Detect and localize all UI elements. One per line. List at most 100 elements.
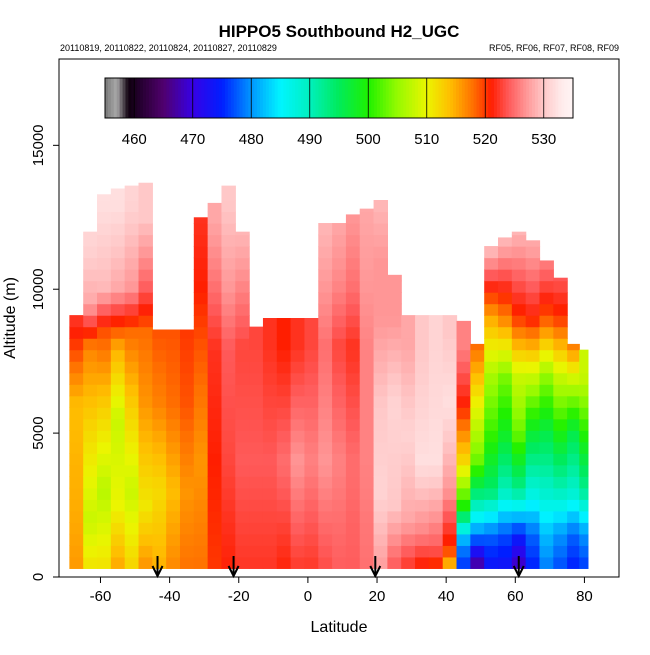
- flight-arrow: [227, 556, 240, 579]
- heatmap-cell: [415, 384, 430, 397]
- heatmap-cell: [138, 384, 153, 397]
- heatmap-cell: [332, 533, 347, 546]
- heatmap-cell: [304, 395, 319, 408]
- heatmap-cell: [442, 372, 458, 385]
- heatmap-cell: [166, 372, 181, 385]
- heatmap-cell: [124, 361, 140, 374]
- heatmap-cell: [567, 407, 580, 420]
- heatmap-cell: [166, 329, 181, 339]
- heatmap-cell: [207, 211, 223, 224]
- heatmap-cell: [249, 487, 264, 500]
- heatmap-cell: [97, 522, 112, 535]
- heatmap-cell: [401, 453, 416, 466]
- heatmap-cell: [484, 246, 499, 259]
- colorbar-segment: [526, 78, 530, 118]
- heatmap-cell: [249, 418, 264, 431]
- heatmap-cell: [428, 315, 444, 328]
- heatmap-cell: [110, 211, 126, 224]
- colorbar-segment: [353, 78, 357, 118]
- heatmap-cell: [152, 545, 167, 558]
- heatmap-cell: [345, 338, 361, 351]
- colorbar-segment: [540, 78, 545, 118]
- heatmap-cell: [235, 430, 250, 443]
- heatmap-cell: [124, 464, 140, 477]
- heatmap-cell: [179, 476, 195, 489]
- heatmap-cell: [332, 338, 347, 351]
- heatmap-cell: [276, 545, 292, 558]
- heatmap-cell: [498, 418, 513, 431]
- heatmap-cell: [415, 430, 430, 443]
- heatmap-cell: [415, 338, 430, 351]
- heatmap-cell: [318, 430, 333, 443]
- heatmap-cell: [345, 372, 361, 385]
- heatmap-cell: [332, 476, 347, 489]
- heatmap-cell: [221, 188, 236, 201]
- heatmap-cell: [318, 269, 333, 282]
- heatmap-cell: [428, 441, 444, 454]
- heatmap-cell: [511, 476, 527, 489]
- heatmap-cell: [470, 372, 485, 385]
- colorbar-segment: [283, 78, 287, 118]
- heatmap-cell: [511, 372, 527, 385]
- heatmap-cell: [539, 430, 554, 443]
- heatmap-cell: [373, 223, 388, 236]
- heatmap-cell: [553, 533, 568, 546]
- heatmap-cell: [249, 522, 264, 535]
- heatmap-cell: [221, 395, 236, 408]
- heatmap-cell: [249, 499, 264, 512]
- heatmap-cell: [498, 430, 513, 443]
- heatmap-cell: [442, 430, 458, 443]
- heatmap-cell: [373, 257, 388, 270]
- heatmap-cell: [138, 533, 153, 546]
- heatmap-cell: [138, 476, 153, 489]
- heatmap-cell: [221, 453, 236, 466]
- heatmap-cell: [235, 234, 250, 247]
- heatmap-cell: [401, 464, 416, 477]
- colorbar-segment: [116, 78, 121, 118]
- heatmap-cell: [304, 499, 319, 512]
- heatmap-cell: [415, 499, 430, 512]
- heatmap-cell: [97, 476, 112, 489]
- heatmap-cell: [166, 476, 181, 489]
- colorbar-segment: [371, 78, 375, 118]
- heatmap-cell: [415, 533, 430, 546]
- heatmap-cell: [456, 545, 471, 558]
- colorbar-segment: [537, 78, 542, 118]
- colorbar-segment: [438, 78, 442, 118]
- heatmap-cell: [456, 326, 471, 339]
- heatmap-cell: [138, 453, 153, 466]
- chart-subtitle-flights: RF05, RF06, RF07, RF08, RF09: [489, 43, 619, 53]
- heatmap-cell: [207, 269, 223, 282]
- heatmap-cell: [166, 430, 181, 443]
- heatmap-cell: [138, 361, 153, 374]
- heatmap-cell: [511, 395, 527, 408]
- colorbar-segment: [412, 78, 416, 118]
- heatmap-cell: [276, 349, 292, 362]
- heatmap-cell: [484, 453, 499, 466]
- heatmap-cell: [415, 407, 430, 420]
- heatmap-cell: [415, 441, 430, 454]
- heatmap-cell: [428, 499, 444, 512]
- heatmap-cell: [179, 349, 195, 362]
- colorbar-segment: [456, 78, 460, 118]
- heatmap-cell: [579, 441, 589, 454]
- heatmap-cell: [138, 407, 153, 420]
- heatmap-cell: [83, 430, 98, 443]
- heatmap-cell: [567, 372, 580, 385]
- heatmap-cell: [332, 349, 347, 362]
- heatmap-cell: [318, 476, 333, 489]
- colorbar-segment: [470, 78, 474, 118]
- heatmap-cell: [179, 395, 195, 408]
- heatmap-cell: [207, 338, 223, 351]
- colorbar-segment: [514, 78, 518, 118]
- colorbar-segment: [450, 78, 454, 118]
- colorbar-segment: [491, 78, 495, 118]
- heatmap-cell: [553, 556, 568, 569]
- heatmap-cell: [318, 326, 333, 339]
- heatmap-cell: [498, 237, 513, 247]
- heatmap-cell: [525, 315, 541, 328]
- heatmap-cell: [553, 441, 568, 454]
- heatmap-cell: [262, 418, 278, 431]
- heatmap-cell: [138, 464, 153, 477]
- heatmap-cell: [318, 487, 333, 500]
